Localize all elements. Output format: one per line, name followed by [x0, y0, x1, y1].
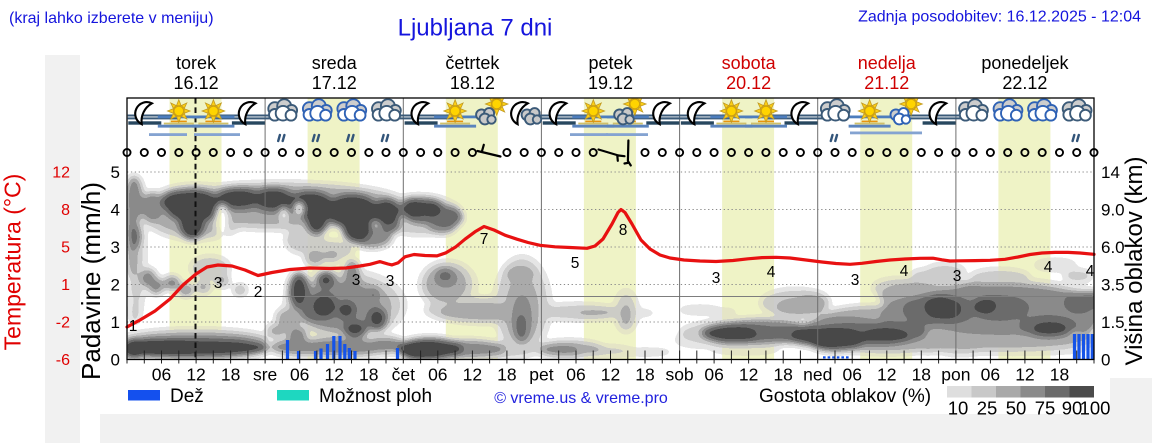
svg-text:sob: sob [665, 365, 693, 385]
svg-text:7: 7 [480, 231, 489, 248]
svg-text:20.12: 20.12 [726, 73, 771, 93]
svg-text:12: 12 [739, 365, 758, 385]
svg-text:nedelja: nedelja [858, 53, 917, 73]
svg-text:12: 12 [324, 365, 343, 385]
svg-text:06: 06 [843, 365, 862, 385]
svg-text:18: 18 [221, 365, 240, 385]
svg-text:8: 8 [61, 202, 70, 219]
svg-text:12: 12 [601, 365, 620, 385]
svg-text:06: 06 [566, 365, 585, 385]
svg-text:petek: petek [588, 53, 633, 73]
svg-text:Padavine (mm/h): Padavine (mm/h) [76, 182, 106, 380]
svg-text:ned: ned [803, 365, 832, 385]
svg-text:4: 4 [1044, 259, 1053, 276]
svg-text:Višina oblakov (km): Višina oblakov (km) [1121, 157, 1148, 366]
svg-text:-2: -2 [56, 315, 70, 332]
svg-text:22.12: 22.12 [1002, 73, 1047, 93]
svg-text:3: 3 [953, 268, 962, 285]
svg-text:12: 12 [463, 365, 482, 385]
svg-text:0: 0 [1101, 351, 1110, 370]
svg-text:0: 0 [111, 351, 120, 370]
svg-text:16.12: 16.12 [174, 73, 219, 93]
svg-text:12: 12 [186, 365, 205, 385]
svg-text:(kraj lahko izberete v meniju): (kraj lahko izberete v meniju) [9, 10, 214, 27]
svg-text:Gostota oblakov (%): Gostota oblakov (%) [759, 386, 931, 407]
svg-text:10: 10 [948, 398, 969, 419]
svg-text:19.12: 19.12 [588, 73, 633, 93]
svg-text:1: 1 [129, 318, 138, 335]
svg-text:4: 4 [111, 201, 120, 220]
svg-text:1: 1 [111, 313, 120, 332]
svg-text:18: 18 [1050, 365, 1069, 385]
svg-text:75: 75 [1035, 398, 1056, 419]
svg-text:06: 06 [152, 365, 171, 385]
svg-text:sobota: sobota [722, 53, 777, 73]
svg-text:06: 06 [428, 365, 447, 385]
svg-text:Možnost ploh: Možnost ploh [319, 386, 432, 407]
svg-text:06: 06 [981, 365, 1000, 385]
svg-text:© vreme.us & vreme.pro: © vreme.us & vreme.pro [494, 390, 668, 407]
svg-text:18: 18 [912, 365, 931, 385]
svg-text:18.12: 18.12 [450, 73, 495, 93]
svg-text:21.12: 21.12 [864, 73, 909, 93]
svg-text:Temperatura (°C): Temperatura (°C) [0, 174, 26, 351]
svg-text:3: 3 [111, 238, 120, 257]
svg-text:4: 4 [900, 263, 909, 280]
svg-text:12: 12 [52, 165, 70, 182]
svg-text:2: 2 [111, 276, 120, 295]
svg-text:čet: čet [392, 365, 415, 385]
svg-text:18: 18 [773, 365, 792, 385]
svg-text:sre: sre [253, 365, 277, 385]
svg-text:18: 18 [635, 365, 654, 385]
svg-text:-6: -6 [56, 352, 70, 369]
svg-text:Zadnja posodobitev: 16.12.2025: Zadnja posodobitev: 16.12.2025 - 12:04 [858, 9, 1141, 26]
svg-text:četrtek: četrtek [445, 53, 500, 73]
svg-text:3: 3 [386, 273, 395, 290]
svg-text:4: 4 [767, 264, 776, 281]
svg-text:2: 2 [254, 284, 263, 301]
svg-text:25: 25 [977, 398, 998, 419]
svg-text:8: 8 [619, 222, 628, 239]
svg-text:3: 3 [352, 272, 361, 289]
svg-text:5: 5 [61, 240, 70, 257]
svg-text:14: 14 [1101, 163, 1120, 182]
svg-text:3: 3 [214, 275, 223, 292]
svg-text:5: 5 [111, 163, 120, 182]
svg-text:4: 4 [1086, 263, 1095, 280]
svg-text:3: 3 [712, 270, 721, 287]
svg-text:12: 12 [1015, 365, 1034, 385]
svg-text:06: 06 [290, 365, 309, 385]
svg-text:18: 18 [359, 365, 378, 385]
svg-text:90: 90 [1062, 398, 1083, 419]
svg-text:06: 06 [704, 365, 723, 385]
svg-text:17.12: 17.12 [312, 73, 357, 93]
svg-text:1.5: 1.5 [1101, 313, 1125, 332]
svg-text:9.0: 9.0 [1101, 201, 1125, 220]
svg-text:3.5: 3.5 [1101, 276, 1125, 295]
svg-text:50: 50 [1006, 398, 1027, 419]
svg-text:sreda: sreda [312, 53, 358, 73]
svg-text:1: 1 [61, 277, 70, 294]
svg-text:torek: torek [176, 53, 217, 73]
svg-text:Ljubljana 7 dni: Ljubljana 7 dni [398, 15, 553, 42]
svg-text:Dež: Dež [170, 386, 204, 407]
svg-text:pon: pon [941, 365, 970, 385]
svg-text:100: 100 [1080, 398, 1111, 419]
svg-text:18: 18 [497, 365, 516, 385]
svg-text:5: 5 [571, 255, 580, 272]
svg-text:ponedeljek: ponedeljek [981, 53, 1069, 73]
svg-text:pet: pet [529, 365, 553, 385]
svg-text:6.0: 6.0 [1101, 238, 1125, 257]
svg-text:12: 12 [877, 365, 896, 385]
svg-text:3: 3 [851, 272, 860, 289]
